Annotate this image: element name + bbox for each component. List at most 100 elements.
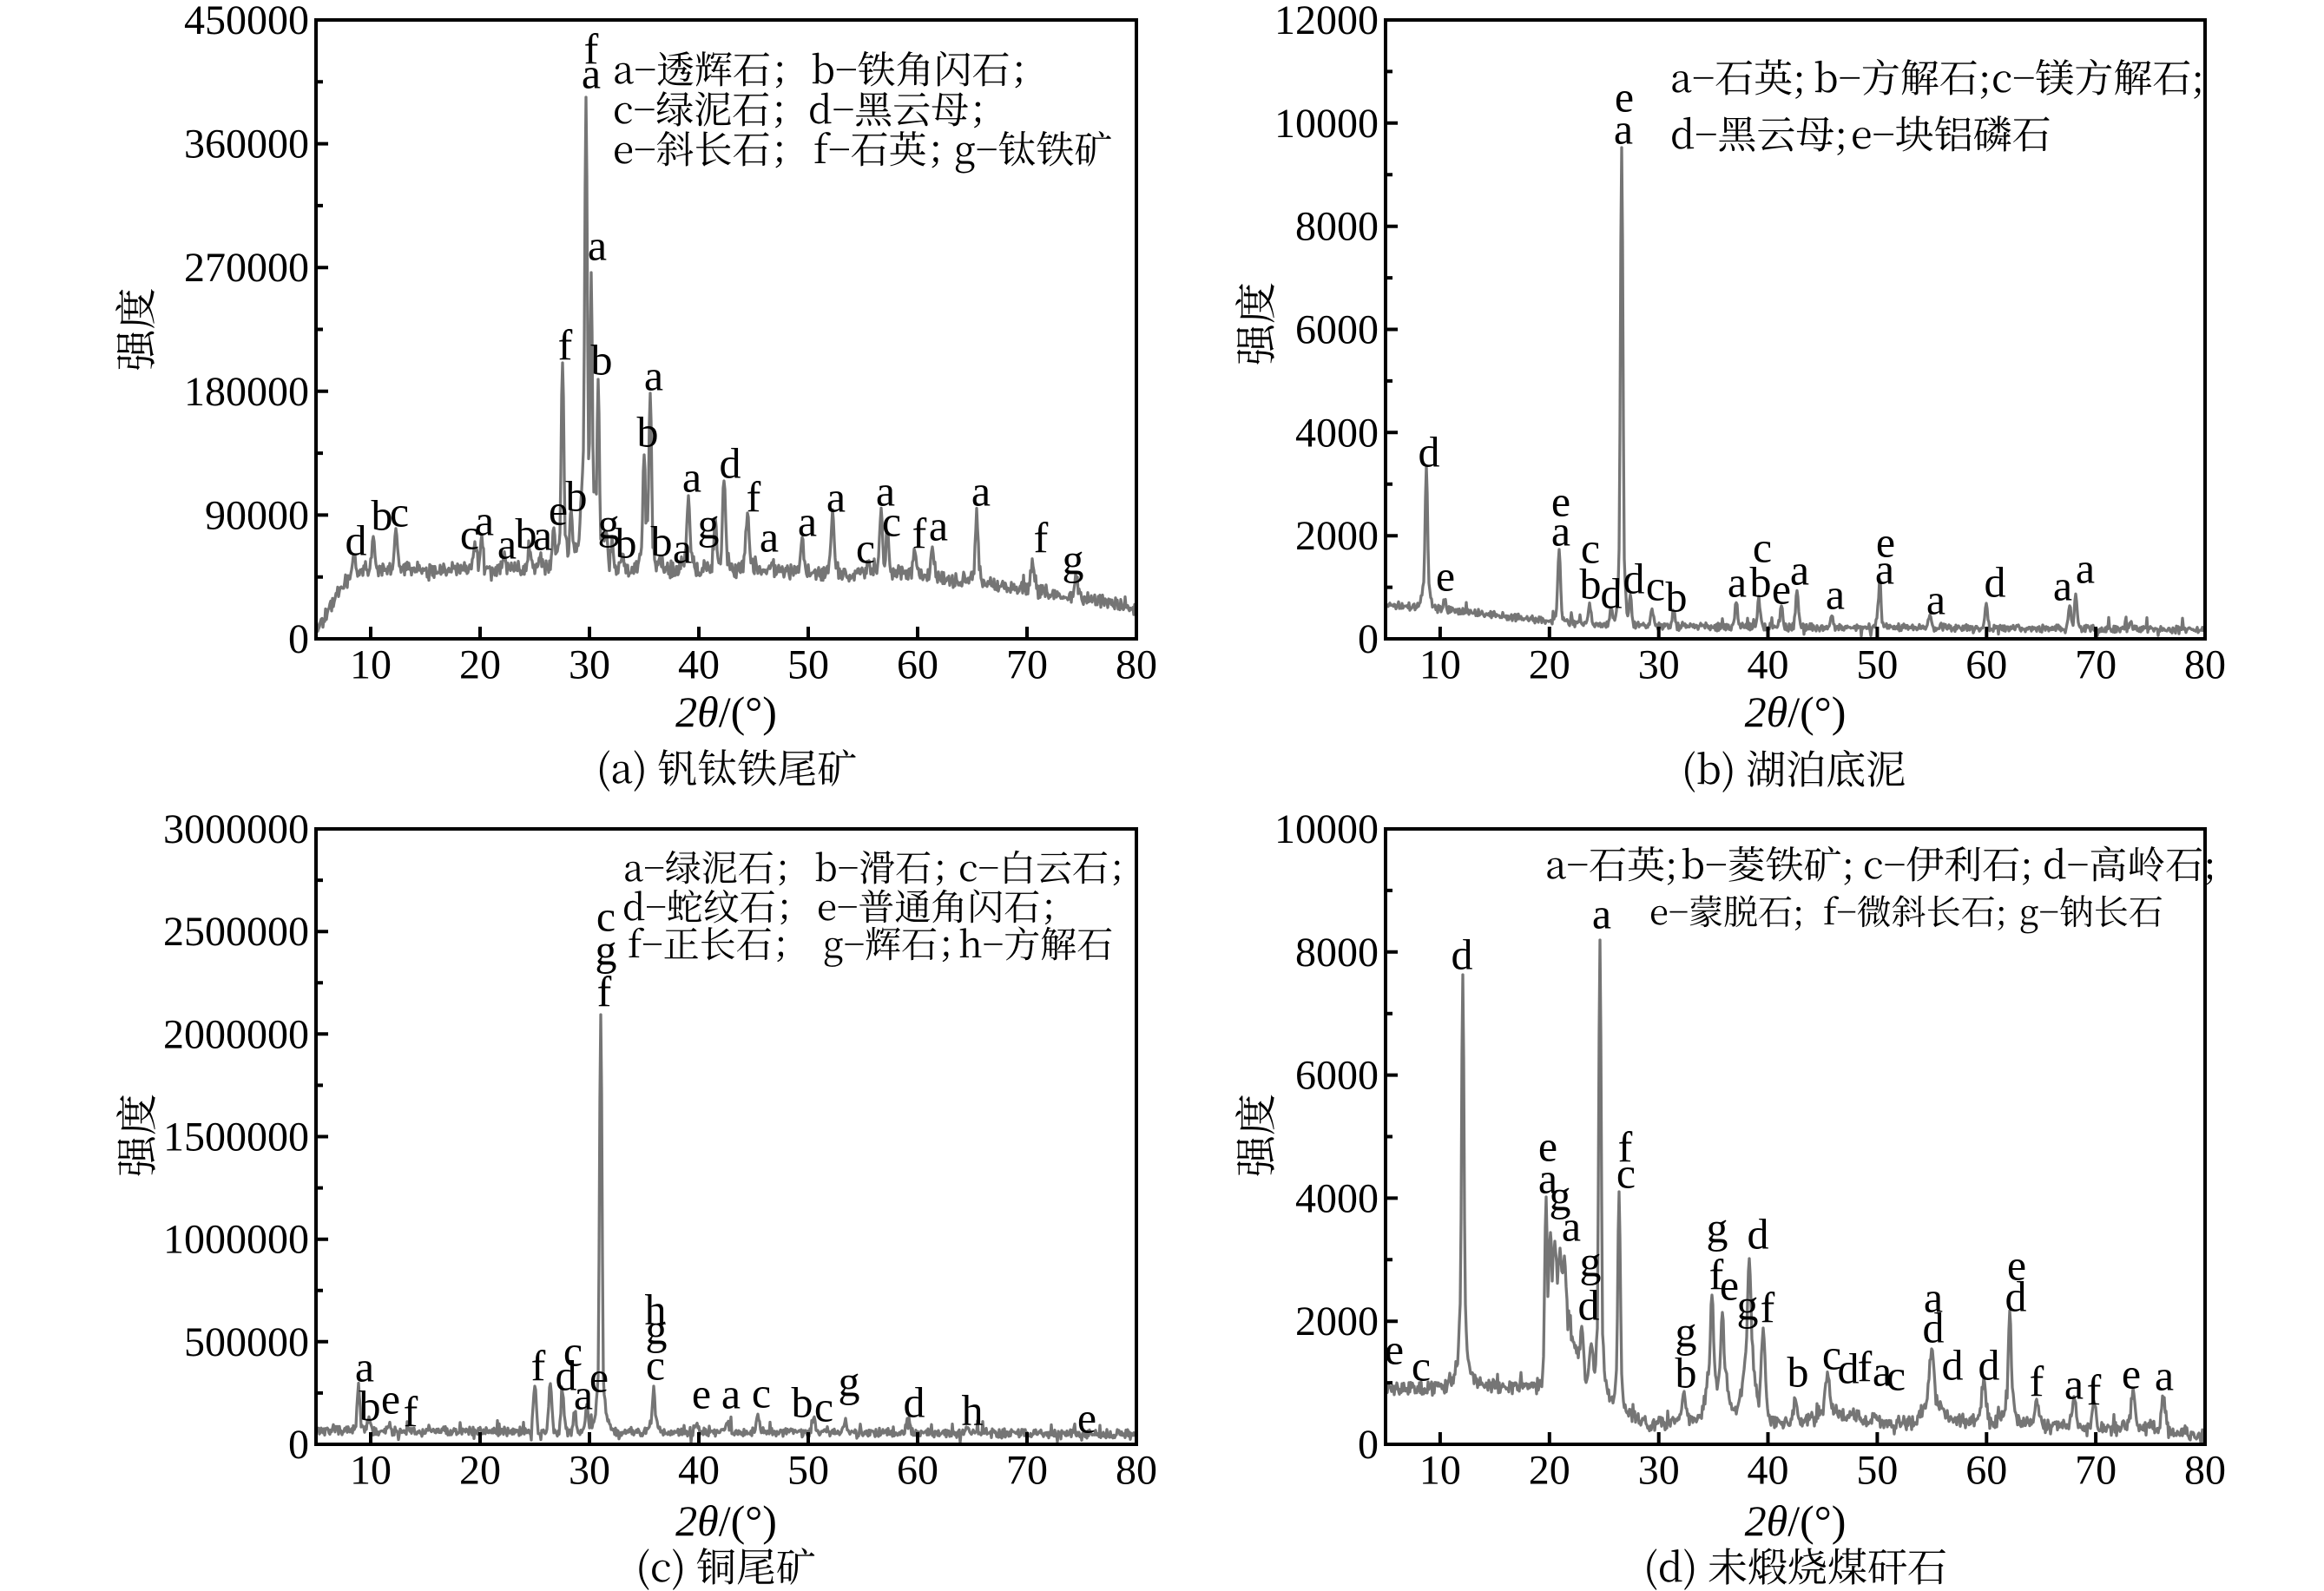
svg-text:50: 50 bbox=[1856, 1448, 1898, 1494]
svg-text:70: 70 bbox=[2075, 642, 2117, 688]
svg-text:10: 10 bbox=[1419, 1448, 1461, 1494]
svg-text:10: 10 bbox=[350, 642, 392, 688]
svg-text:0: 0 bbox=[1358, 616, 1379, 662]
svg-text:f: f bbox=[531, 1342, 546, 1390]
svg-text:e: e bbox=[1876, 518, 1895, 567]
svg-text:40: 40 bbox=[1748, 642, 1789, 688]
svg-text:a: a bbox=[826, 473, 846, 522]
svg-text:c: c bbox=[1753, 523, 1772, 572]
svg-text:b: b bbox=[1580, 560, 1602, 608]
svg-text:a: a bbox=[582, 49, 601, 98]
svg-text:8000: 8000 bbox=[1295, 930, 1379, 976]
svg-text:g: g bbox=[1707, 1204, 1728, 1252]
svg-text:e: e bbox=[2007, 1241, 2026, 1290]
svg-text:40: 40 bbox=[1748, 1448, 1789, 1494]
svg-text:a: a bbox=[760, 513, 779, 562]
svg-text:40: 40 bbox=[678, 642, 720, 688]
svg-text:30: 30 bbox=[569, 1448, 610, 1494]
svg-text:2θ/(°): 2θ/(°) bbox=[1745, 1496, 1847, 1545]
svg-text:b: b bbox=[1787, 1348, 1809, 1397]
svg-text:d: d bbox=[1838, 1344, 1860, 1393]
svg-text:60: 60 bbox=[1965, 642, 2007, 688]
svg-text:e: e bbox=[692, 1370, 711, 1418]
svg-text:a: a bbox=[1614, 105, 1633, 154]
svg-text:f: f bbox=[912, 510, 927, 558]
svg-text:30: 30 bbox=[1638, 642, 1680, 688]
svg-text:b: b bbox=[792, 1378, 813, 1427]
svg-text:12000: 12000 bbox=[1274, 0, 1379, 43]
svg-text:d: d bbox=[1623, 555, 1645, 603]
svg-text:a: a bbox=[497, 520, 517, 569]
svg-text:a: a bbox=[588, 221, 607, 270]
svg-text:g: g bbox=[839, 1358, 860, 1406]
svg-text:d: d bbox=[1978, 1341, 2000, 1390]
svg-text:c: c bbox=[1412, 1342, 1431, 1390]
svg-text:a: a bbox=[673, 524, 692, 573]
svg-text:10: 10 bbox=[1419, 642, 1461, 688]
svg-text:60: 60 bbox=[1965, 1448, 2007, 1494]
svg-text:a: a bbox=[2053, 562, 2072, 610]
svg-text:2000: 2000 bbox=[1295, 1298, 1379, 1344]
svg-text:f: f bbox=[2087, 1366, 2102, 1415]
svg-text:f: f bbox=[747, 473, 761, 522]
svg-text:b: b bbox=[372, 491, 393, 540]
svg-text:1000000: 1000000 bbox=[163, 1217, 309, 1263]
svg-text:a: a bbox=[1826, 570, 1845, 619]
svg-text:c: c bbox=[596, 892, 616, 941]
svg-text:6000: 6000 bbox=[1295, 1053, 1379, 1099]
svg-text:c: c bbox=[814, 1383, 833, 1431]
svg-text:d: d bbox=[2005, 1272, 2027, 1321]
svg-text:70: 70 bbox=[1006, 642, 1048, 688]
svg-text:a: a bbox=[721, 1370, 741, 1418]
svg-text:e: e bbox=[2122, 1350, 2141, 1398]
svg-text:10000: 10000 bbox=[1274, 101, 1379, 147]
svg-text:d: d bbox=[1578, 1281, 1600, 1330]
svg-text:50: 50 bbox=[787, 1448, 829, 1494]
svg-text:2500000: 2500000 bbox=[163, 909, 309, 955]
svg-text:0: 0 bbox=[1358, 1422, 1379, 1468]
svg-text:c: c bbox=[752, 1369, 771, 1417]
svg-text:b: b bbox=[591, 336, 613, 385]
svg-text:180000: 180000 bbox=[184, 369, 309, 415]
svg-text:20: 20 bbox=[459, 1448, 501, 1494]
svg-text:c: c bbox=[646, 1341, 665, 1390]
svg-text:a: a bbox=[876, 467, 895, 516]
svg-text:d: d bbox=[346, 516, 367, 565]
svg-text:30: 30 bbox=[569, 642, 610, 688]
svg-text:70: 70 bbox=[2075, 1448, 2117, 1494]
svg-text:e: e bbox=[549, 486, 568, 535]
svg-text:6000: 6000 bbox=[1295, 307, 1379, 353]
svg-text:f: f bbox=[1618, 1123, 1633, 1172]
svg-text:d: d bbox=[720, 439, 741, 488]
svg-text:f: f bbox=[2030, 1358, 2044, 1406]
svg-text:50: 50 bbox=[787, 642, 829, 688]
svg-text:2θ/(°): 2θ/(°) bbox=[675, 1496, 777, 1545]
svg-text:a: a bbox=[1728, 558, 1747, 607]
svg-text:a: a bbox=[1562, 1202, 1581, 1251]
svg-text:b: b bbox=[359, 1382, 381, 1430]
svg-text:10: 10 bbox=[350, 1448, 392, 1494]
svg-text:0: 0 bbox=[288, 1422, 309, 1468]
svg-text:50: 50 bbox=[1856, 642, 1898, 688]
svg-text:d: d bbox=[556, 1351, 577, 1400]
svg-text:c: c bbox=[563, 1327, 583, 1376]
svg-text:g: g bbox=[598, 500, 620, 549]
svg-text:h: h bbox=[645, 1285, 667, 1334]
svg-text:e: e bbox=[1385, 1325, 1404, 1374]
svg-text:10000: 10000 bbox=[1274, 806, 1379, 852]
svg-text:80: 80 bbox=[1116, 1448, 1157, 1494]
svg-text:80: 80 bbox=[2184, 1448, 2226, 1494]
svg-text:c: c bbox=[1646, 562, 1665, 610]
svg-text:f: f bbox=[558, 321, 573, 370]
svg-text:g: g bbox=[1550, 1172, 1571, 1220]
svg-text:a: a bbox=[475, 496, 494, 545]
svg-text:c: c bbox=[460, 510, 479, 559]
svg-text:c: c bbox=[856, 524, 875, 573]
svg-text:g: g bbox=[698, 500, 720, 549]
svg-text:e: e bbox=[589, 1353, 609, 1402]
svg-text:d: d bbox=[1748, 1210, 1769, 1259]
svg-text:a: a bbox=[682, 453, 701, 502]
svg-text:d: d bbox=[1601, 569, 1623, 618]
svg-text:20: 20 bbox=[1529, 1448, 1570, 1494]
svg-text:4000: 4000 bbox=[1295, 410, 1379, 456]
